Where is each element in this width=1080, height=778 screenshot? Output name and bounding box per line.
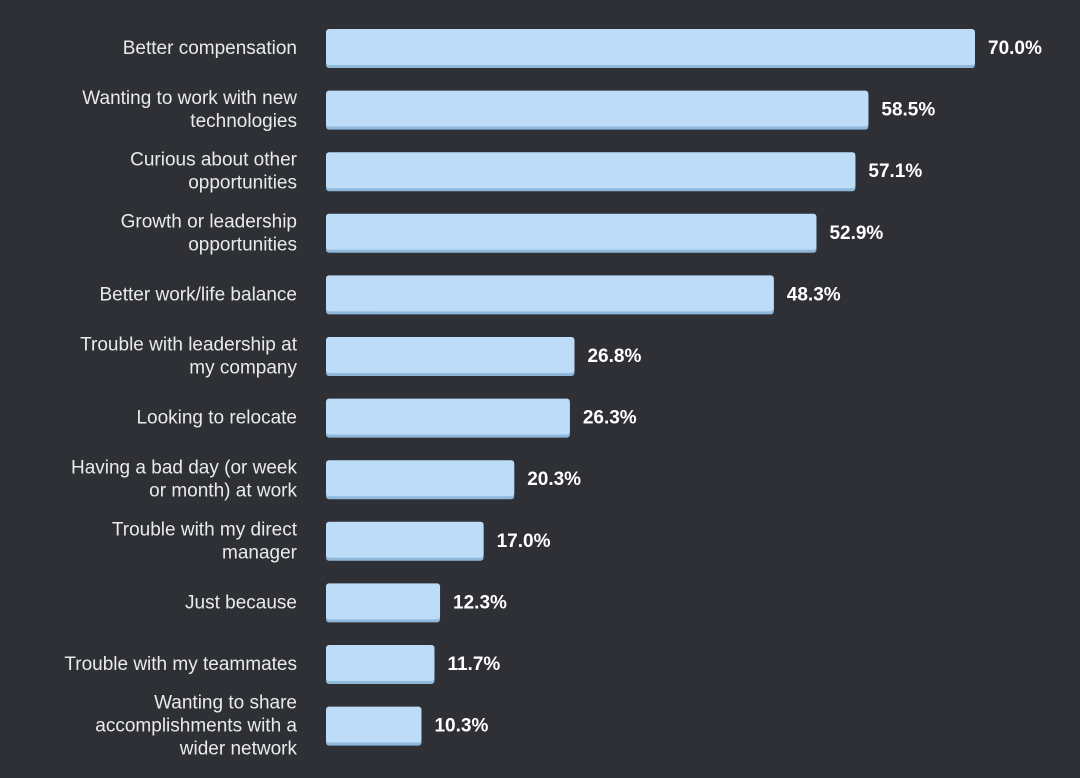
category-label-line: opportunities xyxy=(188,234,297,255)
category-label: Better compensation xyxy=(123,38,297,59)
category-label-line: accomplishments with a xyxy=(95,716,297,737)
bar xyxy=(326,337,575,376)
value-label: 26.8% xyxy=(587,346,641,367)
category-label: Wanting to share accomplishments with a wi… xyxy=(95,693,297,760)
category-label-line: wider network xyxy=(179,739,298,760)
category-label-line: Wanting to work with new xyxy=(82,88,297,109)
category-label-line: Trouble with my teammates xyxy=(64,654,297,675)
category-label-line: Trouble with leadership at xyxy=(80,335,298,356)
bar xyxy=(326,29,975,68)
category-label: Wanting to work with new technologies xyxy=(82,88,297,132)
category-label-line: manager xyxy=(222,542,298,563)
value-label: 20.3% xyxy=(527,469,581,490)
bar-rect xyxy=(326,275,774,312)
category-label: Better work/life balance xyxy=(100,284,298,305)
value-label: 12.3% xyxy=(453,592,507,613)
bar-rect xyxy=(326,521,484,558)
bar-rect xyxy=(326,583,441,620)
category-label: Trouble with leadership at my company xyxy=(80,335,298,379)
bar xyxy=(326,583,441,623)
category-label-line: opportunities xyxy=(188,173,297,194)
category-label: Growth or leadership opportunities xyxy=(121,211,297,255)
value-label: 26.3% xyxy=(583,408,637,429)
bar xyxy=(326,645,435,684)
value-label: 58.5% xyxy=(881,100,935,121)
bar xyxy=(326,275,774,315)
value-label: 70.0% xyxy=(988,38,1042,59)
bar xyxy=(326,152,856,192)
bar-rect xyxy=(326,706,422,743)
bar xyxy=(326,460,515,500)
category-label: Curious about other opportunities xyxy=(130,150,298,194)
category-label: Looking to relocate xyxy=(136,408,297,429)
category-label-line: Growth or leadership xyxy=(121,211,297,232)
category-label-line: Better compensation xyxy=(123,38,297,59)
bar-rect xyxy=(326,213,817,250)
category-label: Having a bad day (or week or month) at wo… xyxy=(71,458,298,502)
bar xyxy=(326,213,817,253)
category-label-line: or month) at work xyxy=(149,481,297,502)
bar xyxy=(326,90,869,130)
category-label-line: technologies xyxy=(190,111,297,132)
bar xyxy=(326,706,422,746)
bar-rect xyxy=(326,90,869,127)
value-label: 57.1% xyxy=(868,161,922,182)
value-label: 10.3% xyxy=(434,716,488,737)
value-label: 11.7% xyxy=(447,654,500,675)
category-label-line: Having a bad day (or week xyxy=(71,458,298,479)
category-label-line: Curious about other xyxy=(130,150,298,171)
category-label-line: Trouble with my direct xyxy=(112,519,298,540)
bar-rect xyxy=(326,460,515,497)
category-label: Trouble with my teammates xyxy=(64,654,297,675)
category-label-line: Better work/life balance xyxy=(100,284,298,305)
bar xyxy=(326,398,570,438)
category-label-line: Just because xyxy=(185,592,297,613)
bar-rect xyxy=(326,645,435,681)
value-label: 17.0% xyxy=(497,531,551,552)
category-label-line: Wanting to share xyxy=(154,693,297,714)
value-label: 52.9% xyxy=(829,223,883,244)
category-label: Trouble with my direct manager xyxy=(112,519,298,563)
bar-rect xyxy=(326,398,570,435)
bar-rect xyxy=(326,29,975,65)
value-label: 48.3% xyxy=(787,284,841,305)
bar-rect xyxy=(326,152,856,189)
bar-rect xyxy=(326,337,575,373)
bar xyxy=(326,521,484,561)
category-label: Just because xyxy=(185,592,297,613)
category-label-line: my company xyxy=(189,358,297,379)
category-label-line: Looking to relocate xyxy=(136,408,297,429)
